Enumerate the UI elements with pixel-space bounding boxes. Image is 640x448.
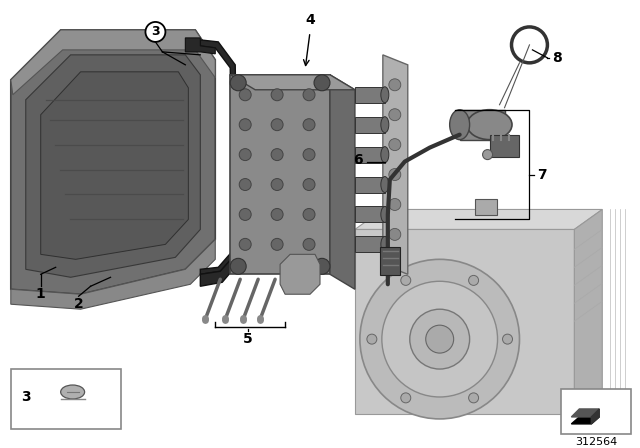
Ellipse shape: [381, 146, 389, 163]
Polygon shape: [330, 75, 355, 289]
Circle shape: [239, 119, 251, 131]
Polygon shape: [280, 254, 320, 294]
Circle shape: [389, 168, 401, 181]
Bar: [11, 369, 120, 429]
Circle shape: [303, 119, 315, 131]
Circle shape: [303, 238, 315, 250]
Text: 1: 1: [36, 287, 45, 301]
Circle shape: [239, 238, 251, 250]
Bar: [355, 146, 385, 163]
Circle shape: [502, 334, 513, 344]
Bar: [355, 237, 385, 252]
Polygon shape: [26, 55, 200, 277]
Bar: [355, 116, 385, 133]
Polygon shape: [11, 30, 215, 294]
Ellipse shape: [381, 87, 389, 103]
Polygon shape: [186, 38, 215, 54]
Circle shape: [303, 208, 315, 220]
Ellipse shape: [467, 110, 512, 140]
Circle shape: [239, 208, 251, 220]
Circle shape: [230, 75, 246, 91]
Ellipse shape: [381, 207, 389, 222]
Circle shape: [303, 179, 315, 190]
Text: 7: 7: [538, 168, 547, 181]
Text: 2: 2: [74, 297, 83, 311]
Bar: [355, 87, 385, 103]
Circle shape: [271, 119, 283, 131]
Circle shape: [483, 150, 493, 159]
Polygon shape: [383, 55, 408, 274]
Bar: [355, 177, 385, 193]
Polygon shape: [11, 239, 215, 309]
Circle shape: [389, 228, 401, 241]
Circle shape: [401, 393, 411, 403]
Polygon shape: [230, 75, 355, 90]
Polygon shape: [572, 409, 599, 417]
Text: 3: 3: [151, 26, 160, 39]
Polygon shape: [355, 210, 602, 229]
Circle shape: [426, 325, 454, 353]
Ellipse shape: [381, 177, 389, 193]
Circle shape: [401, 276, 411, 285]
Circle shape: [389, 109, 401, 121]
Polygon shape: [572, 417, 599, 424]
Circle shape: [271, 89, 283, 101]
Circle shape: [271, 149, 283, 160]
Bar: [230, 75, 330, 274]
Circle shape: [230, 258, 246, 274]
Text: 312564: 312564: [575, 437, 618, 447]
Circle shape: [389, 198, 401, 211]
Circle shape: [303, 89, 315, 101]
Polygon shape: [574, 210, 602, 414]
Bar: [490, 135, 520, 157]
Circle shape: [303, 149, 315, 160]
Polygon shape: [41, 72, 188, 259]
Text: 5: 5: [243, 332, 253, 346]
Circle shape: [145, 22, 165, 42]
Circle shape: [239, 149, 251, 160]
Bar: [380, 247, 400, 275]
Ellipse shape: [381, 116, 389, 133]
Ellipse shape: [381, 237, 389, 252]
Bar: [460, 110, 504, 140]
Circle shape: [239, 179, 251, 190]
Circle shape: [410, 309, 470, 369]
Circle shape: [314, 258, 330, 274]
Circle shape: [239, 89, 251, 101]
Circle shape: [389, 138, 401, 151]
Circle shape: [382, 281, 497, 397]
Circle shape: [271, 208, 283, 220]
Bar: [355, 207, 385, 222]
Polygon shape: [591, 409, 599, 424]
Text: 3: 3: [21, 390, 31, 404]
Text: 8: 8: [552, 51, 563, 65]
Polygon shape: [200, 251, 238, 286]
Circle shape: [271, 238, 283, 250]
Polygon shape: [11, 30, 215, 95]
Circle shape: [389, 79, 401, 91]
Circle shape: [468, 276, 479, 285]
Circle shape: [360, 259, 520, 419]
Bar: [475, 199, 497, 215]
Polygon shape: [355, 229, 574, 414]
Ellipse shape: [450, 110, 470, 140]
Text: 4: 4: [305, 13, 315, 27]
Bar: [561, 389, 631, 434]
Text: 6: 6: [353, 153, 363, 167]
Polygon shape: [200, 40, 238, 274]
Circle shape: [271, 179, 283, 190]
Ellipse shape: [61, 385, 84, 399]
Circle shape: [468, 393, 479, 403]
Circle shape: [314, 75, 330, 91]
Circle shape: [367, 334, 377, 344]
